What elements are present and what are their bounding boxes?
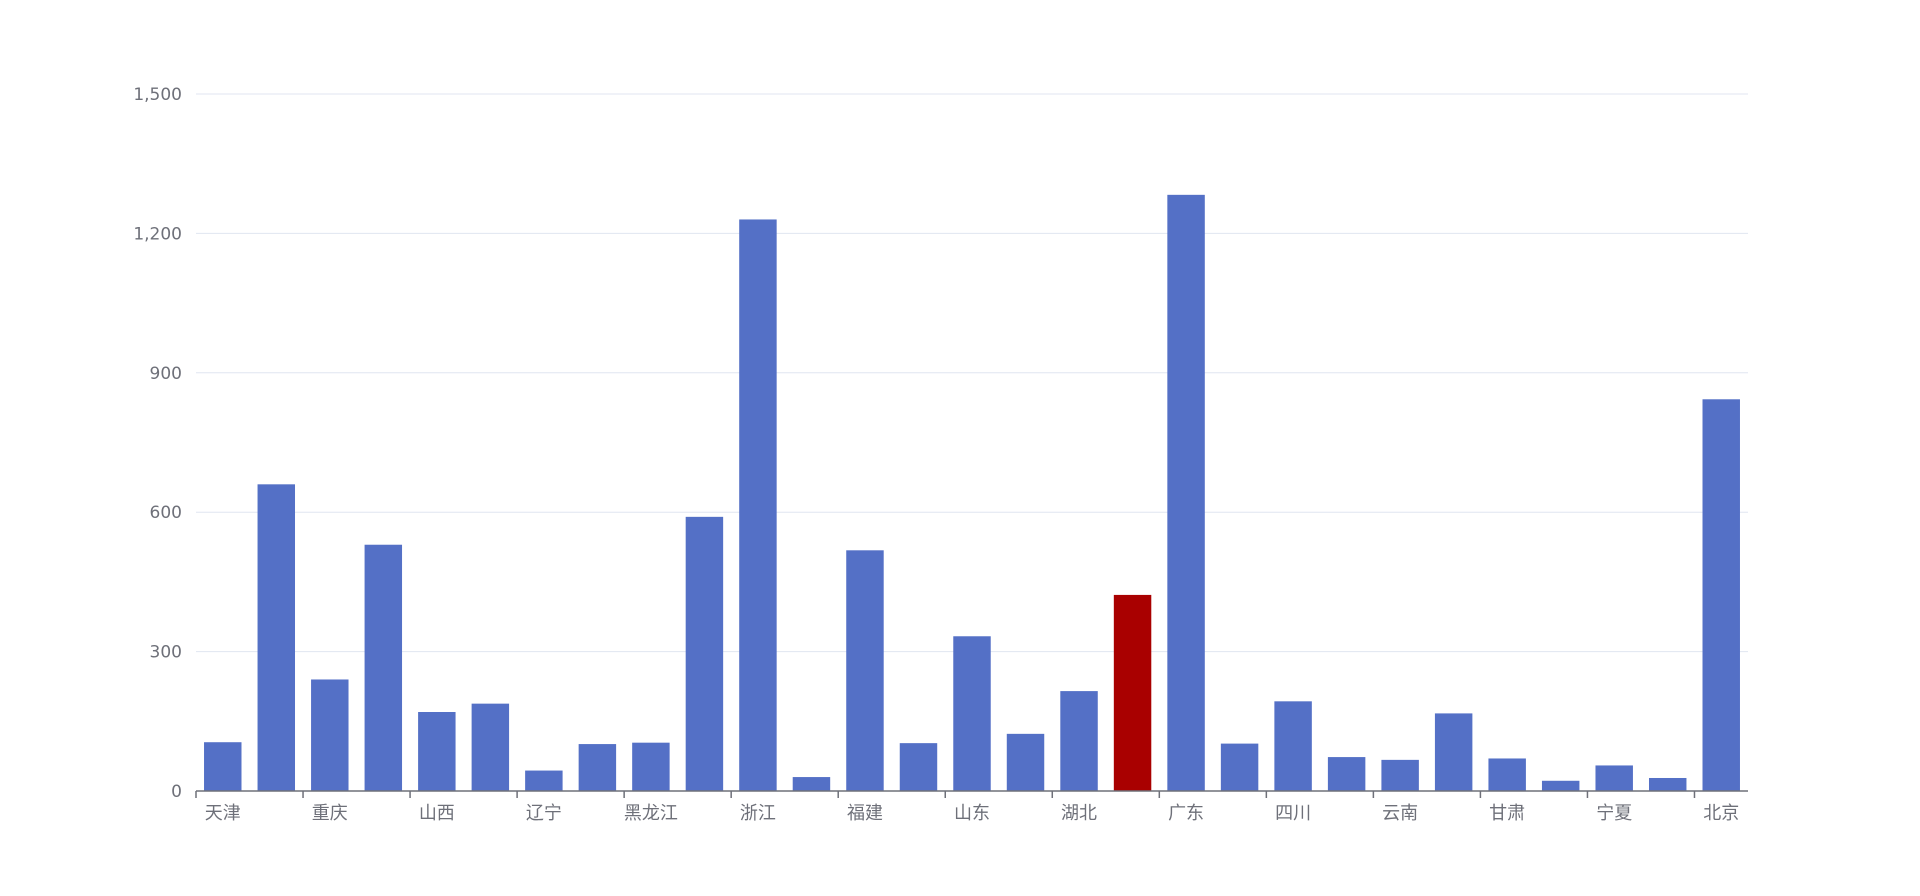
bar-北京[interactable] (1702, 399, 1740, 791)
x-tick-label: 重庆 (312, 803, 348, 824)
bars (204, 194, 1740, 792)
x-tick-label: 甘肃 (1489, 803, 1525, 824)
x-tick-label: 黑龙江 (624, 803, 678, 824)
y-tick-label: 600 (150, 503, 182, 523)
bar-四川[interactable] (1274, 701, 1312, 791)
bar-天津[interactable] (204, 742, 242, 791)
bar-江西[interactable] (899, 743, 938, 791)
bar-青海[interactable] (1541, 780, 1580, 791)
x-tick-label: 山东 (954, 803, 990, 824)
bar-内蒙古[interactable] (471, 703, 510, 791)
x-tick-label: 天津 (205, 803, 241, 824)
bar-新疆[interactable] (1648, 777, 1687, 791)
bar-山东[interactable] (953, 636, 991, 791)
bar-河北[interactable] (257, 484, 296, 791)
bar-吉林[interactable] (578, 744, 617, 791)
bar-重庆[interactable] (311, 679, 349, 791)
x-tick-label: 湖北 (1061, 803, 1097, 824)
x-tick-label: 北京 (1703, 803, 1739, 824)
bar-西藏[interactable] (1434, 713, 1473, 791)
bar-上海[interactable] (685, 516, 724, 791)
bar-河南[interactable] (1006, 733, 1045, 791)
bar-辽宁[interactable] (525, 770, 563, 791)
x-tick-label: 云南 (1382, 803, 1418, 824)
bar-山西[interactable] (418, 712, 456, 791)
x-axis-labels: 天津 重庆 山西 辽宁 黑龙江 浙江 福建 山东 湖北 广东 四川 云南 甘肃 宁夏 北京 (205, 803, 1739, 824)
x-tick-label: 福建 (847, 803, 883, 824)
bar-广东[interactable] (1167, 194, 1205, 792)
bar-浙江[interactable] (739, 219, 777, 791)
bar-宁夏[interactable] (1595, 765, 1633, 791)
bar-安徽[interactable] (792, 777, 831, 791)
y-axis-labels: 0 300 600 900 1,200 1,500 (133, 85, 182, 802)
y-tick-label: 300 (150, 643, 182, 663)
bar-甘肃[interactable] (1488, 758, 1526, 791)
grid-lines (196, 93, 1748, 653)
y-tick-label: 1,500 (133, 85, 182, 105)
bar-湖南[interactable] (1113, 594, 1152, 791)
bar-湖北[interactable] (1060, 691, 1098, 791)
x-tick-label: 山西 (419, 803, 455, 824)
bar-广西[interactable] (1220, 743, 1259, 791)
y-tick-label: 0 (171, 782, 182, 802)
x-tick-label: 浙江 (740, 803, 776, 824)
bar-福建[interactable] (846, 550, 884, 791)
bar-江苏[interactable] (364, 544, 403, 791)
x-axis (195, 790, 1748, 798)
x-tick-label: 四川 (1275, 803, 1311, 824)
bar-黑龙江[interactable] (632, 742, 670, 791)
bar-贵州[interactable] (1327, 757, 1366, 791)
x-tick-label: 广东 (1168, 803, 1204, 824)
y-tick-label: 900 (150, 364, 182, 384)
x-tick-label: 宁夏 (1596, 803, 1632, 824)
y-tick-label: 1,200 (133, 224, 182, 244)
bar-云南[interactable] (1381, 759, 1419, 791)
x-tick-label: 辽宁 (526, 803, 562, 824)
